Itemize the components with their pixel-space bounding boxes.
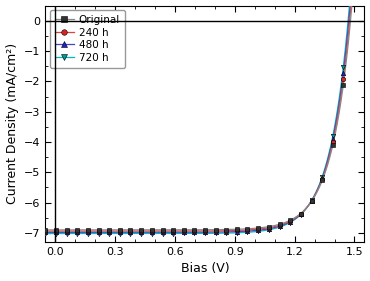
X-axis label: Bias (V): Bias (V): [181, 262, 229, 275]
Legend: Original, 240 h, 480 h, 720 h: Original, 240 h, 480 h, 720 h: [50, 10, 125, 68]
Y-axis label: Current Density (mA/cm²): Current Density (mA/cm²): [6, 43, 18, 204]
